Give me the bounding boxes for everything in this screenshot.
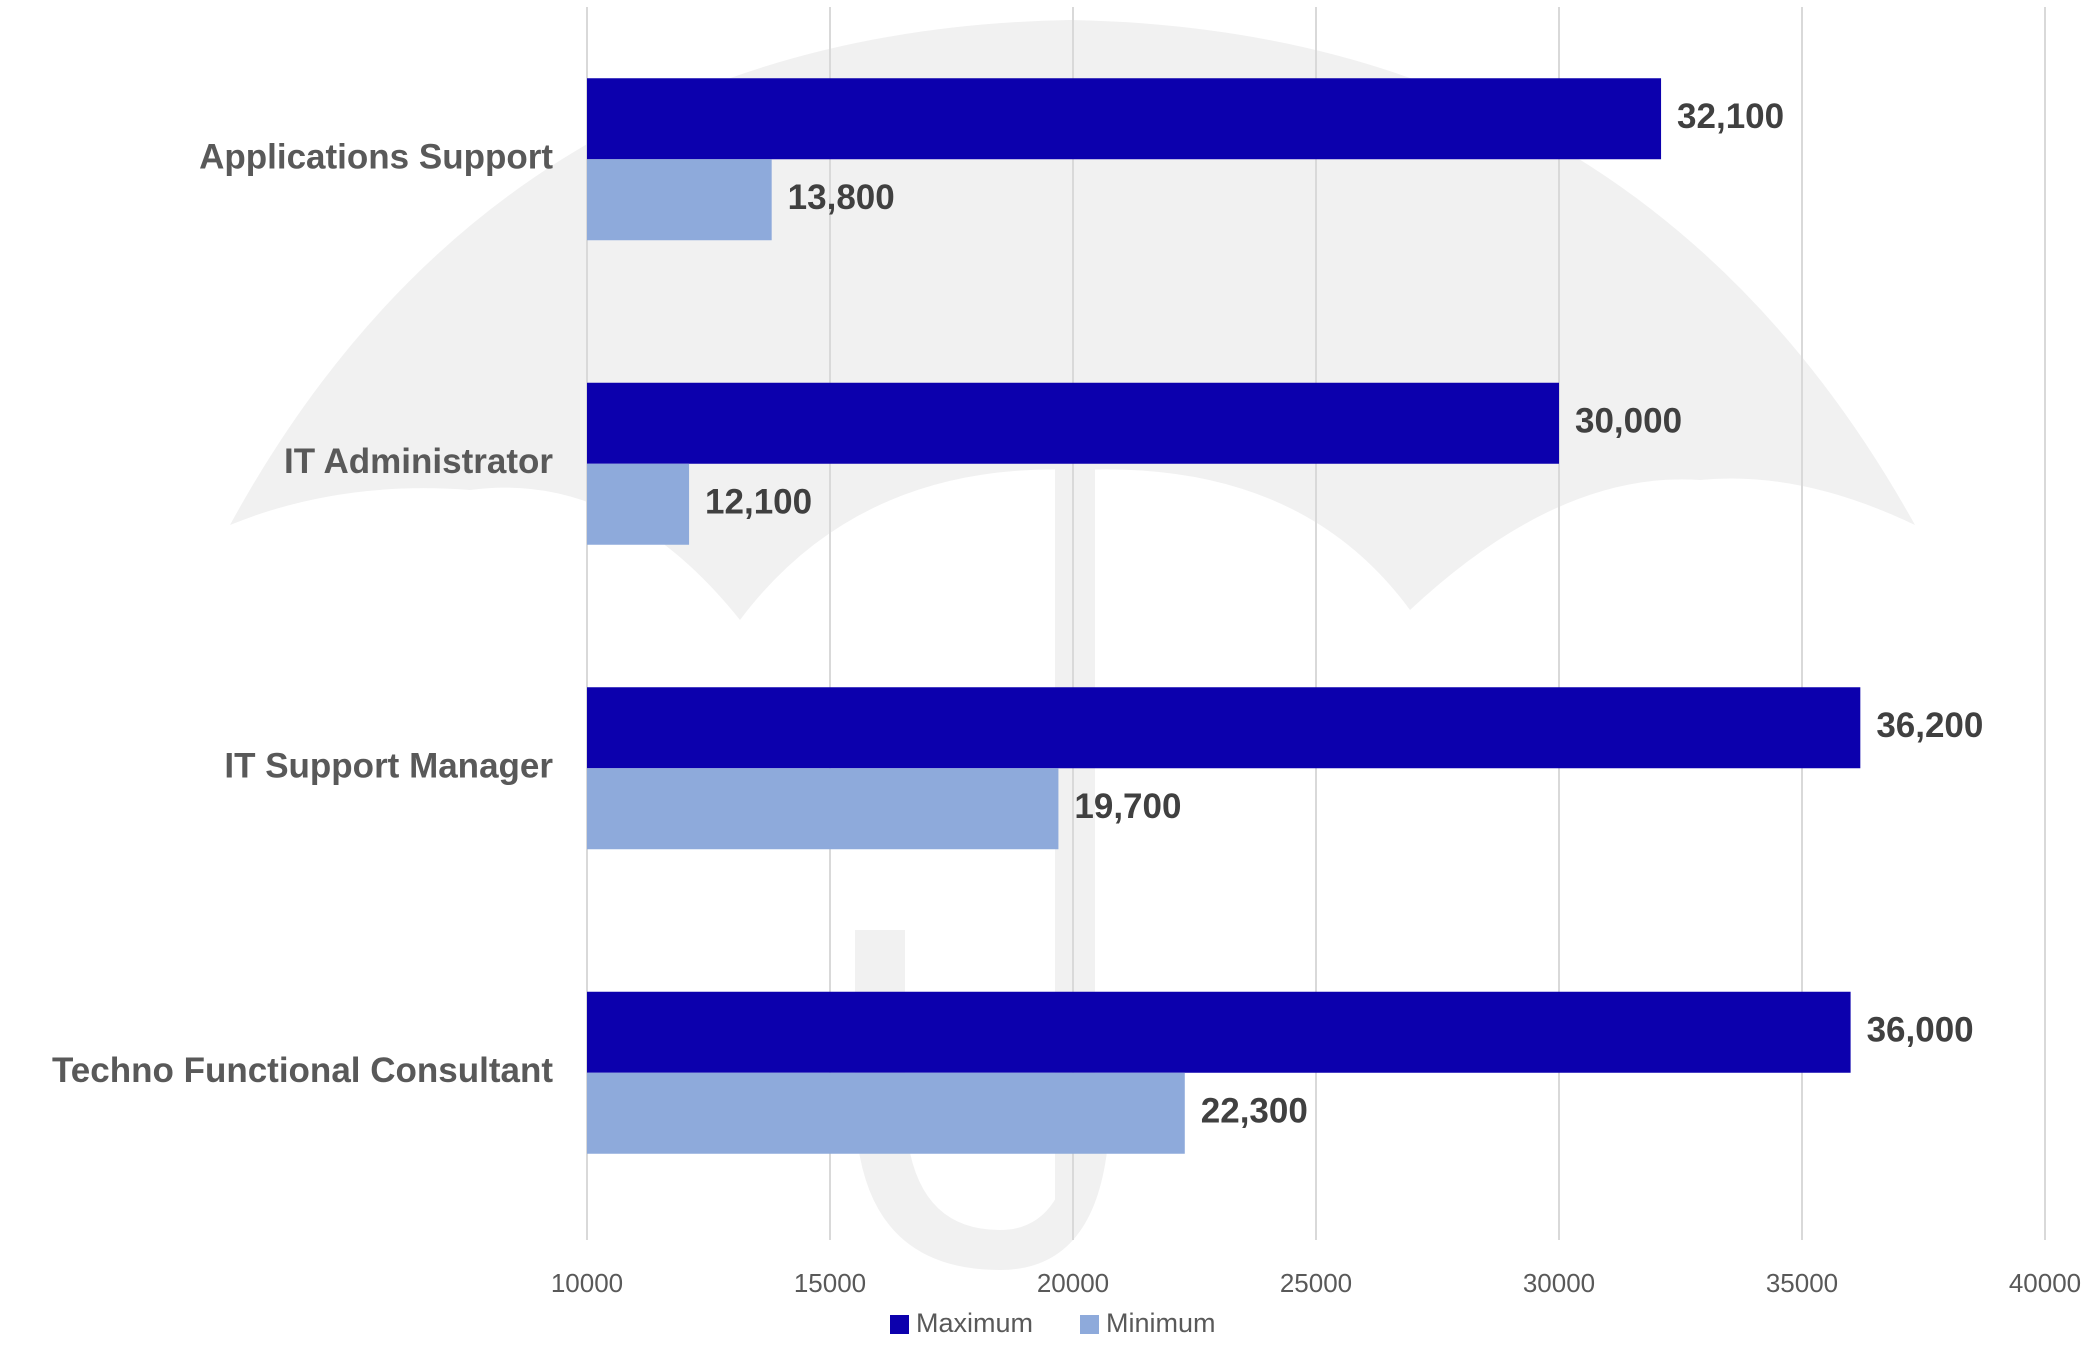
- x-tick-label: 10000: [551, 1268, 623, 1298]
- legend-label: Minimum: [1106, 1308, 1216, 1338]
- category-label: Techno Functional Consultant: [52, 1051, 553, 1090]
- bar: [587, 768, 1058, 849]
- legend-swatch: [1080, 1315, 1099, 1334]
- x-tick-label: 15000: [794, 1268, 866, 1298]
- bar: [587, 1073, 1185, 1154]
- data-label: 13,800: [788, 178, 895, 217]
- bar: [587, 992, 1851, 1073]
- page: 10000 15000 20000 25000 30000 35000 40000 Appli…: [0, 0, 2091, 1353]
- x-tick-label: 40000: [2009, 1268, 2081, 1298]
- bar: [587, 159, 772, 240]
- x-tick-label: 20000: [1037, 1268, 1109, 1298]
- data-label: 19,700: [1074, 787, 1181, 826]
- category-label: Applications Support: [199, 138, 553, 177]
- chart: 10000 15000 20000 25000 30000 35000 40000 Appli…: [0, 0, 2091, 1353]
- bar: [587, 78, 1661, 159]
- data-label: 36,200: [1876, 706, 1983, 745]
- bar: [587, 687, 1860, 768]
- bar: [587, 464, 689, 545]
- data-label: 12,100: [705, 483, 812, 522]
- bar: [587, 383, 1559, 464]
- legend-label: Maximum: [916, 1308, 1033, 1338]
- x-tick-label: 25000: [1280, 1268, 1352, 1298]
- legend-swatch: [890, 1315, 909, 1334]
- data-label: 32,100: [1677, 97, 1784, 136]
- data-label: 30,000: [1575, 402, 1682, 441]
- x-tick-label: 35000: [1766, 1268, 1838, 1298]
- data-label: 36,000: [1867, 1011, 1974, 1050]
- category-label: IT Administrator: [284, 442, 553, 481]
- x-tick-label: 30000: [1523, 1268, 1595, 1298]
- category-label: IT Support Manager: [224, 747, 553, 786]
- data-label: 22,300: [1201, 1092, 1308, 1131]
